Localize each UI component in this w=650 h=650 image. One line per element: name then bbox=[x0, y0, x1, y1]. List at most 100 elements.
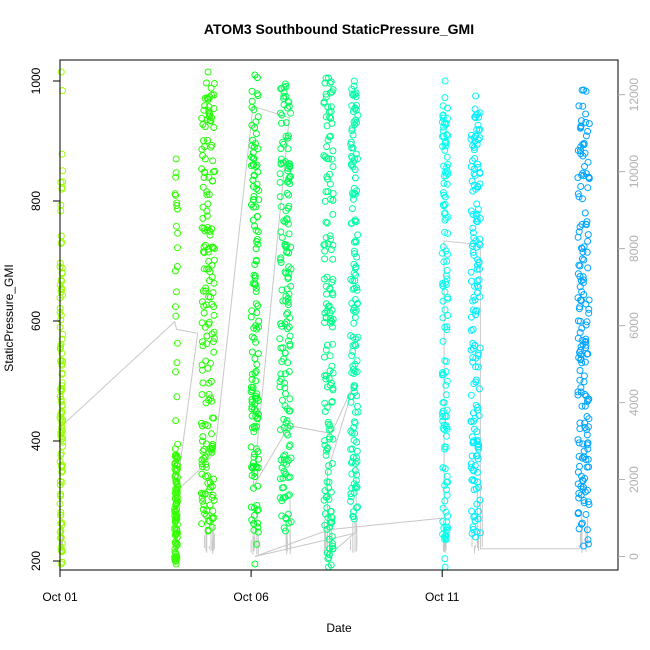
data-point bbox=[579, 440, 587, 448]
data-point bbox=[325, 551, 333, 559]
data-point bbox=[254, 397, 262, 405]
data-point bbox=[347, 427, 355, 435]
data-point bbox=[322, 300, 330, 308]
data-point bbox=[349, 306, 357, 314]
data-point bbox=[439, 530, 447, 538]
data-point bbox=[469, 466, 477, 474]
data-point bbox=[326, 180, 334, 188]
data-point bbox=[325, 554, 333, 562]
data-point bbox=[328, 155, 336, 163]
data-point bbox=[579, 152, 587, 160]
data-point bbox=[172, 417, 180, 425]
data-point bbox=[574, 436, 582, 444]
data-point bbox=[284, 145, 292, 153]
data-point bbox=[209, 414, 217, 422]
data-point bbox=[347, 275, 355, 283]
data-point bbox=[441, 357, 449, 365]
data-point bbox=[280, 159, 287, 167]
data-point bbox=[252, 288, 260, 295]
data-point bbox=[204, 479, 212, 487]
data-point bbox=[574, 388, 582, 396]
data-point bbox=[322, 74, 330, 82]
data-point bbox=[174, 440, 182, 448]
data-point bbox=[280, 217, 288, 225]
data-point bbox=[250, 271, 258, 279]
data-point bbox=[351, 429, 359, 437]
data-point bbox=[203, 207, 211, 215]
data-point bbox=[284, 132, 292, 140]
data-point bbox=[324, 136, 332, 144]
data-point bbox=[57, 560, 65, 568]
data-point bbox=[580, 497, 588, 504]
data-point bbox=[278, 286, 286, 294]
data-point bbox=[329, 545, 337, 553]
data-point bbox=[474, 160, 482, 168]
data-point bbox=[582, 170, 590, 178]
y-tick-label-right: 6000 bbox=[627, 312, 641, 339]
data-point bbox=[326, 367, 334, 375]
y-tick-label-right: 10000 bbox=[627, 155, 641, 189]
data-point bbox=[348, 429, 356, 437]
data-point bbox=[254, 482, 262, 490]
data-point bbox=[326, 421, 334, 429]
data-point bbox=[254, 92, 262, 100]
data-point bbox=[329, 147, 337, 155]
data-point bbox=[286, 395, 294, 403]
data-point bbox=[255, 187, 263, 194]
data-point bbox=[203, 332, 211, 340]
data-point bbox=[255, 196, 263, 204]
data-point bbox=[577, 343, 585, 351]
data-point bbox=[581, 209, 589, 217]
data-point bbox=[468, 452, 476, 460]
data-point bbox=[250, 504, 258, 512]
data-point bbox=[208, 523, 216, 531]
data-point bbox=[471, 114, 479, 122]
data-point bbox=[476, 134, 484, 142]
data-point bbox=[285, 175, 293, 183]
data-point bbox=[254, 519, 261, 527]
data-point bbox=[354, 408, 362, 416]
data-point bbox=[439, 518, 447, 526]
data-point bbox=[285, 102, 293, 110]
data-point bbox=[575, 453, 583, 460]
data-point bbox=[284, 164, 292, 172]
data-point bbox=[205, 293, 213, 301]
data-point bbox=[172, 557, 179, 565]
data-point bbox=[173, 202, 181, 209]
data-point bbox=[211, 167, 219, 175]
data-point bbox=[440, 258, 448, 266]
data-point bbox=[439, 370, 447, 378]
data-point bbox=[351, 121, 359, 129]
data-point bbox=[280, 459, 288, 467]
data-point bbox=[578, 519, 586, 527]
data-point bbox=[470, 293, 478, 301]
data-point bbox=[280, 88, 288, 96]
series-cluster bbox=[467, 92, 484, 541]
data-point bbox=[327, 488, 335, 496]
data-point bbox=[579, 102, 587, 110]
data-point bbox=[474, 363, 482, 371]
data-point bbox=[580, 276, 587, 284]
data-point bbox=[349, 285, 357, 293]
data-point bbox=[323, 525, 331, 533]
data-point bbox=[581, 424, 589, 431]
data-point bbox=[210, 311, 218, 319]
data-point bbox=[282, 132, 290, 140]
data-point bbox=[328, 323, 336, 331]
data-point bbox=[328, 460, 336, 467]
data-point bbox=[475, 265, 483, 273]
data-point bbox=[473, 140, 481, 148]
data-point bbox=[203, 265, 211, 273]
data-point bbox=[584, 486, 591, 494]
data-point bbox=[444, 132, 452, 140]
data-point bbox=[284, 167, 292, 175]
data-point bbox=[278, 464, 286, 472]
data-point bbox=[441, 94, 449, 102]
data-point bbox=[171, 267, 179, 275]
data-point bbox=[209, 177, 216, 185]
data-point bbox=[585, 309, 593, 317]
data-point bbox=[58, 468, 66, 476]
data-point bbox=[329, 276, 337, 283]
data-point bbox=[328, 533, 336, 540]
data-point bbox=[585, 415, 593, 423]
